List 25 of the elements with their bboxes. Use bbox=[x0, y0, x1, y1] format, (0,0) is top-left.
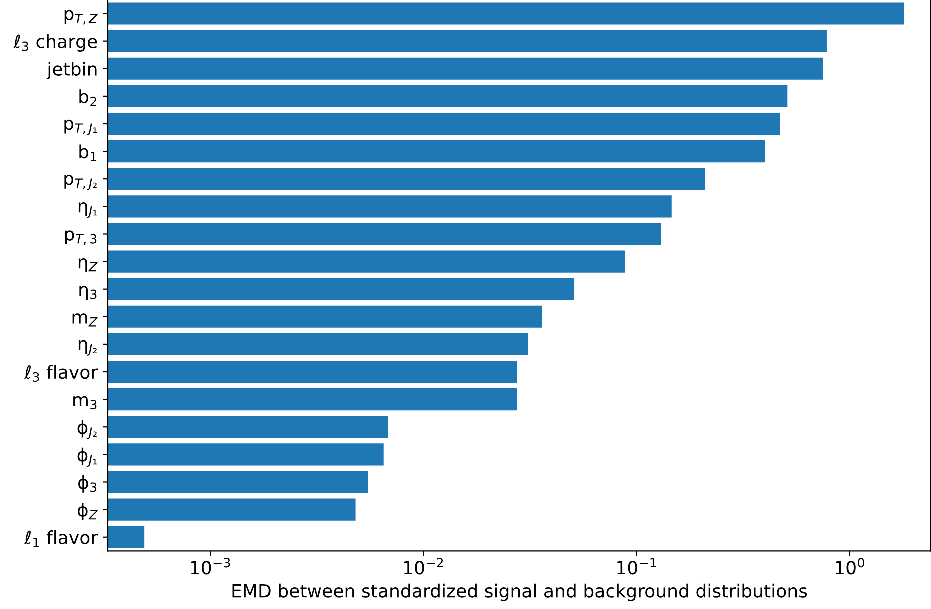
y-tick-label: ϕ$_{J₂}$ bbox=[78, 420, 97, 440]
y-tick-label: ℓ$_{1}$ flavor bbox=[24, 530, 98, 548]
y-tick-label: jetbin bbox=[46, 62, 97, 80]
y-tick-label: m$_{3}$ bbox=[74, 396, 97, 410]
y-tick-label: ℓ$_{3}$ flavor bbox=[24, 365, 98, 382]
y-tick-label: η$_{3}$ bbox=[80, 286, 97, 300]
y-tick-label: ℓ$_{3}$ charge bbox=[14, 34, 98, 52]
y-tick-label: η$_{Z}$ bbox=[78, 258, 98, 272]
y-tick-label: ϕ$_{Z}$ bbox=[78, 502, 98, 520]
x-tick-label: 10$^{0}$ bbox=[836, 558, 864, 575]
y-tick-label: p$_{T,3}$ bbox=[65, 230, 97, 246]
y-tick-label: p$_{T,J₂}$ bbox=[64, 174, 97, 191]
x-tick-label: 10$^{−2}$ bbox=[404, 558, 444, 575]
x-tick-label: 10$^{−1}$ bbox=[618, 558, 656, 575]
x-tick-label: 10$^{−3}$ bbox=[191, 558, 230, 575]
x-axis-title: EMD between standardized signal and background distributions bbox=[232, 584, 808, 602]
y-tick-label: b$_{1}$ bbox=[80, 144, 97, 162]
y-tick-label: b$_{2}$ bbox=[80, 90, 96, 106]
y-tick-label: p$_{T,Z}$ bbox=[64, 10, 98, 25]
y-tick-label: η$_{J₂}$ bbox=[78, 340, 97, 356]
y-tick-label: η$_{J₁}$ bbox=[78, 202, 98, 218]
y-tick-label: m$_{Z}$ bbox=[72, 314, 98, 327]
y-tick-label: ϕ$_{3}$ bbox=[78, 475, 97, 493]
y-tick-label: p$_{T,J₁}$ bbox=[64, 120, 98, 136]
y-tick-label: ϕ$_{J₁}$ bbox=[78, 448, 97, 468]
